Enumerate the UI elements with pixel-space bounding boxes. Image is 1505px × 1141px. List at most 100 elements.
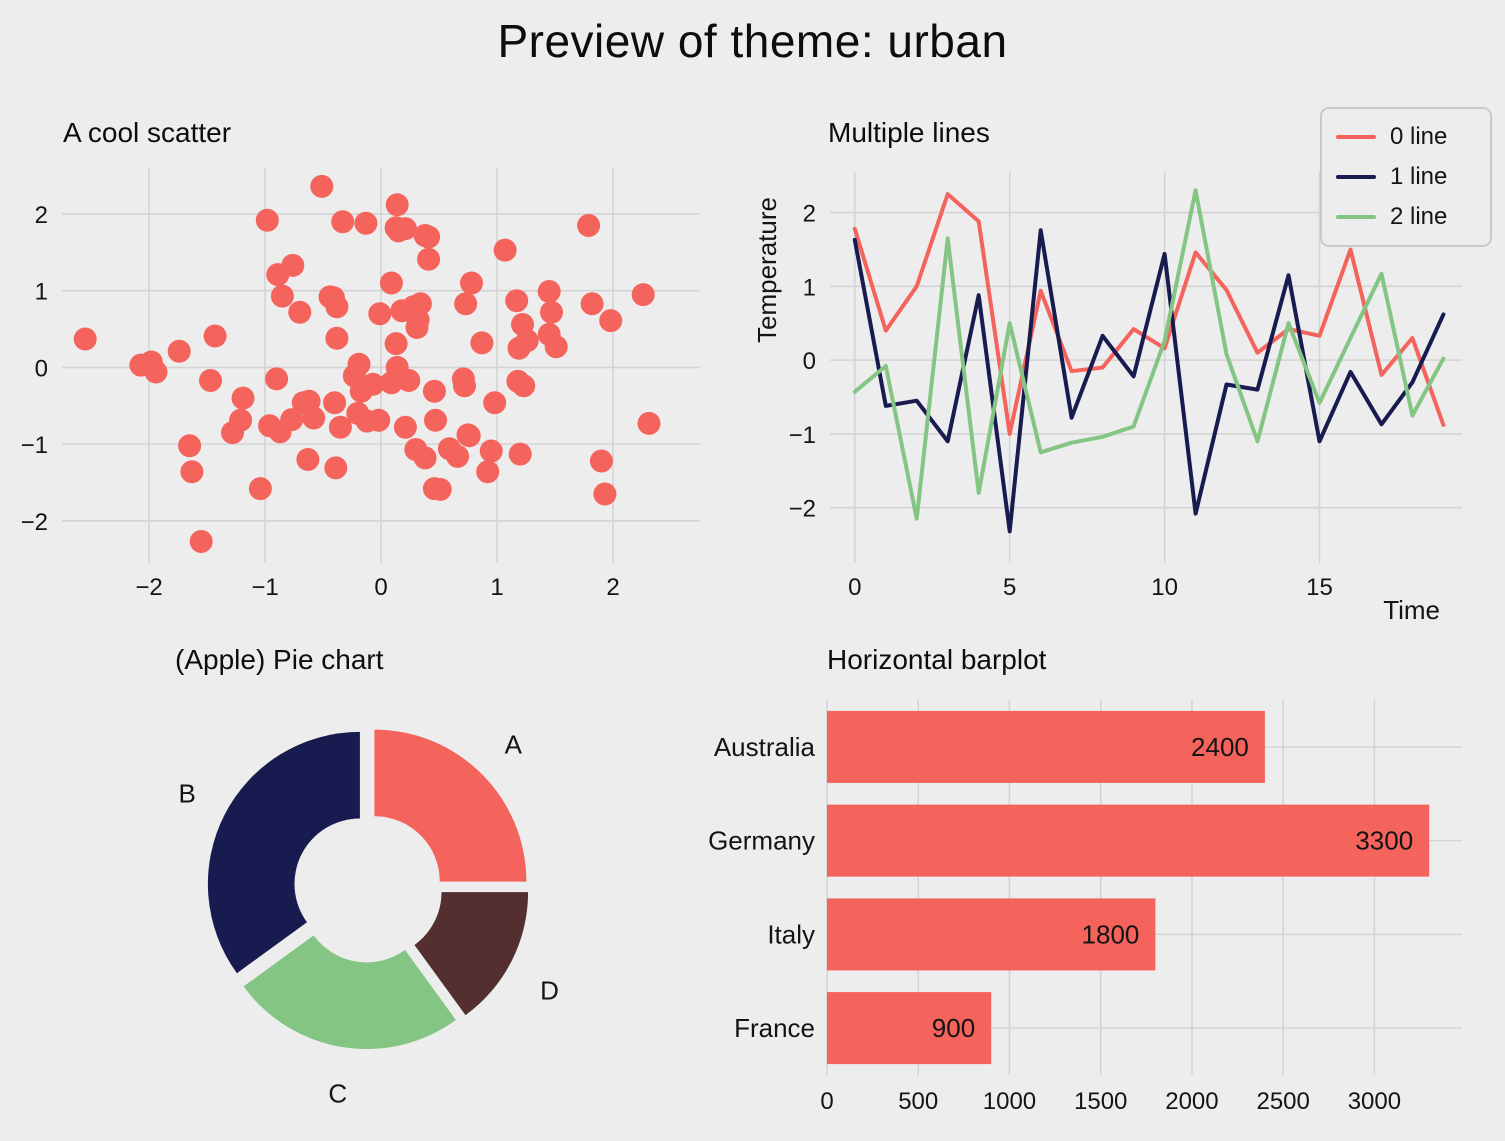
scatter-point bbox=[424, 408, 447, 432]
scatter-point bbox=[324, 456, 348, 480]
legend-swatch bbox=[1336, 175, 1376, 179]
scatter-point bbox=[393, 415, 417, 439]
scatter-point bbox=[367, 408, 391, 432]
pie-label-C: C bbox=[328, 1079, 347, 1109]
legend-label: 2 line bbox=[1390, 203, 1448, 230]
x-tick-label: 3000 bbox=[1348, 1088, 1401, 1115]
bar-plot: 0 500 1000 1500 2000 2500 3000 2400 Australia 330… bbox=[708, 700, 1462, 1115]
scatter-point bbox=[270, 284, 294, 308]
x-tick-label: 10 bbox=[1151, 574, 1178, 601]
scatter-point bbox=[379, 271, 403, 295]
pie-panel: (Apple) Pie chart A B C D bbox=[60, 630, 680, 1141]
legend-swatch bbox=[1336, 215, 1376, 219]
x-axis-label: Time bbox=[1383, 595, 1440, 625]
scatter-point bbox=[515, 329, 539, 353]
scatter-point bbox=[577, 214, 601, 237]
scatter-point bbox=[493, 238, 517, 262]
scatter-point bbox=[483, 391, 507, 415]
bar-panel: Horizontal barplot 0 500 1000 1500 2000 2500 3… bbox=[680, 630, 1505, 1141]
legend-item: 0 line bbox=[1322, 117, 1490, 157]
scatter-point bbox=[589, 449, 613, 473]
scatter-title: A cool scatter bbox=[63, 117, 232, 148]
x-tick-label: 2 bbox=[606, 574, 619, 601]
scatter-point bbox=[544, 335, 568, 359]
scatter-point bbox=[231, 386, 255, 410]
x-tick-label: 1 bbox=[490, 574, 503, 601]
scatter-point bbox=[428, 477, 452, 501]
y-axis-label: Temperature bbox=[752, 197, 782, 343]
line-chart-panel: Multiple lines Temperature Time 0 5 10 15 −2… bbox=[740, 95, 1505, 640]
scatter-point bbox=[178, 434, 202, 458]
x-tick-label: 2500 bbox=[1256, 1088, 1309, 1115]
x-tick-label: −1 bbox=[251, 574, 278, 601]
scatter-point bbox=[288, 300, 312, 324]
x-tick-label: 0 bbox=[848, 574, 861, 601]
x-tick-label: 0 bbox=[374, 574, 387, 601]
scatter-point bbox=[347, 352, 371, 376]
scatter-point bbox=[631, 283, 655, 307]
category-label-Italy: Italy bbox=[767, 919, 815, 949]
scatter-point bbox=[454, 292, 478, 316]
scatter-point bbox=[417, 247, 441, 271]
x-tick-label: 0 bbox=[820, 1088, 833, 1115]
legend-item: 2 line bbox=[1322, 197, 1490, 237]
scatter-point bbox=[302, 406, 326, 430]
scatter-point bbox=[540, 300, 563, 324]
x-tick-label: 1500 bbox=[1074, 1088, 1127, 1115]
scatter-point bbox=[508, 442, 532, 466]
legend-swatch bbox=[1336, 135, 1376, 139]
legend: 0 line 1 line 2 line bbox=[1320, 107, 1492, 247]
legend-item: 1 line bbox=[1322, 157, 1490, 197]
bar-Australia bbox=[827, 710, 1265, 783]
scatter-point bbox=[325, 295, 349, 319]
legend-label: 0 line bbox=[1390, 123, 1448, 150]
line-chart-title: Multiple lines bbox=[828, 117, 990, 148]
scatter-point bbox=[593, 482, 617, 506]
scatter-point bbox=[505, 289, 529, 313]
y-tick-label: 2 bbox=[803, 201, 816, 228]
scatter-point bbox=[229, 408, 253, 432]
scatter-point bbox=[144, 360, 168, 384]
bar-value-Germany: 3300 bbox=[1355, 826, 1413, 856]
bar-title: Horizontal barplot bbox=[827, 644, 1047, 675]
pie-label-A: A bbox=[505, 729, 523, 759]
scatter-point bbox=[413, 446, 437, 470]
scatter-point bbox=[265, 367, 289, 391]
scatter-point bbox=[248, 477, 272, 501]
scatter-point bbox=[361, 372, 385, 396]
bar-France bbox=[827, 992, 992, 1065]
pie-wedge-A bbox=[374, 729, 527, 882]
y-tick-label: 0 bbox=[35, 355, 48, 382]
scatter-point bbox=[323, 391, 347, 415]
scatter-point bbox=[368, 302, 392, 326]
x-tick-label: 2000 bbox=[1165, 1088, 1218, 1115]
pie-wedge-C bbox=[243, 935, 456, 1050]
bar-Germany bbox=[827, 804, 1430, 877]
figure-title: Preview of theme: urban bbox=[497, 15, 1008, 67]
line-series-2-line bbox=[852, 188, 1446, 521]
y-tick-label: 0 bbox=[803, 348, 816, 375]
bar-value-Australia: 2400 bbox=[1191, 732, 1249, 762]
x-tick-label: 1000 bbox=[983, 1088, 1036, 1115]
pie-label-D: D bbox=[540, 976, 559, 1006]
scatter-point bbox=[397, 369, 421, 392]
scatter-point bbox=[189, 530, 213, 553]
scatter-point bbox=[310, 174, 334, 198]
scatter-point bbox=[476, 460, 500, 484]
scatter-point bbox=[167, 339, 191, 363]
bar-value-France: 900 bbox=[932, 1013, 975, 1043]
scatter-point bbox=[385, 193, 409, 217]
line-series-0-line bbox=[852, 192, 1446, 436]
pie-plot: A B C D bbox=[179, 729, 559, 1109]
pie-label-B: B bbox=[179, 778, 196, 808]
scatter-plot: −2 −1 0 1 2 −2 −1 0 1 2 bbox=[21, 168, 700, 601]
y-tick-label: −2 bbox=[789, 496, 816, 523]
y-tick-label: 1 bbox=[35, 279, 48, 306]
y-tick-label: −2 bbox=[21, 509, 48, 536]
bar-Italy bbox=[827, 898, 1156, 971]
scatter-point bbox=[296, 448, 320, 471]
scatter-point bbox=[479, 439, 503, 463]
x-tick-label: 5 bbox=[1003, 574, 1016, 601]
scatter-point bbox=[460, 271, 483, 295]
